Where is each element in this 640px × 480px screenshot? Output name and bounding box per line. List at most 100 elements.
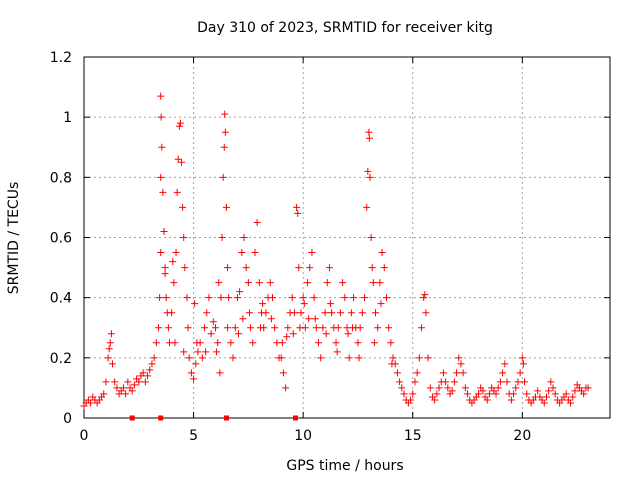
data-point xyxy=(549,384,557,392)
data-point xyxy=(247,324,255,332)
data-point xyxy=(267,315,275,323)
data-point xyxy=(194,348,202,356)
data-point xyxy=(107,330,115,338)
data-point xyxy=(111,378,119,386)
data-point xyxy=(130,381,138,389)
data-point xyxy=(190,375,198,383)
data-point xyxy=(158,143,166,151)
data-point xyxy=(181,264,189,272)
data-point xyxy=(457,360,465,368)
data-point xyxy=(400,390,408,398)
data-point xyxy=(150,354,158,362)
data-point xyxy=(124,378,132,386)
data-point xyxy=(356,324,364,332)
data-point xyxy=(100,390,108,398)
data-points xyxy=(80,92,592,410)
data-point xyxy=(464,390,472,398)
data-point xyxy=(253,218,261,226)
data-point xyxy=(540,399,548,407)
data-point xyxy=(220,143,228,151)
data-point xyxy=(364,167,372,175)
data-point xyxy=(510,390,518,398)
gap-marker xyxy=(129,415,135,421)
data-point xyxy=(496,378,504,386)
data-point xyxy=(239,315,247,323)
y-tick-label: 1.2 xyxy=(50,50,72,66)
data-point xyxy=(294,209,302,217)
data-point xyxy=(377,300,385,308)
data-point xyxy=(521,378,529,386)
data-point xyxy=(251,249,259,257)
data-point xyxy=(175,122,183,130)
data-point xyxy=(161,264,169,272)
data-point xyxy=(271,324,279,332)
data-point xyxy=(518,354,526,362)
gap-marker xyxy=(223,415,229,421)
data-point xyxy=(479,387,487,395)
data-point xyxy=(310,294,318,302)
data-point xyxy=(312,324,320,332)
data-point xyxy=(571,387,579,395)
data-point xyxy=(203,309,211,317)
data-point xyxy=(347,309,355,317)
data-point xyxy=(315,339,323,347)
data-point xyxy=(366,173,374,181)
data-point xyxy=(290,309,298,317)
data-point xyxy=(341,294,349,302)
data-point xyxy=(293,203,301,211)
data-point xyxy=(222,203,230,211)
data-point xyxy=(209,318,217,326)
data-point xyxy=(321,309,329,317)
gap-marker xyxy=(292,415,298,421)
y-tick-label: 0 xyxy=(63,411,72,427)
data-point xyxy=(542,393,550,401)
data-point xyxy=(235,330,243,338)
data-point xyxy=(317,354,325,362)
data-point xyxy=(501,360,509,368)
data-point xyxy=(160,227,168,235)
data-point xyxy=(157,92,165,100)
data-point xyxy=(259,300,267,308)
data-point xyxy=(256,324,264,332)
data-point xyxy=(191,300,199,308)
data-point xyxy=(159,188,167,196)
data-point xyxy=(322,330,330,338)
data-point xyxy=(156,294,164,302)
x-tick-label: 10 xyxy=(294,428,312,444)
data-point xyxy=(216,369,224,377)
data-point xyxy=(380,264,388,272)
y-tick-label: 0.8 xyxy=(50,170,72,186)
data-point xyxy=(87,399,95,407)
y-tick-label: 0.4 xyxy=(50,291,72,307)
data-point xyxy=(183,294,191,302)
data-point xyxy=(485,390,493,398)
data-point xyxy=(409,390,417,398)
data-point xyxy=(306,264,314,272)
data-point xyxy=(173,188,181,196)
data-point xyxy=(198,354,206,362)
data-point xyxy=(499,369,507,377)
data-point xyxy=(333,348,341,356)
data-point xyxy=(245,309,253,317)
data-point xyxy=(325,264,333,272)
data-point xyxy=(278,339,286,347)
data-point xyxy=(420,294,428,302)
data-point xyxy=(224,264,232,272)
data-point xyxy=(224,324,232,332)
data-point xyxy=(415,354,423,362)
data-point xyxy=(308,249,316,257)
data-point xyxy=(288,294,296,302)
data-point xyxy=(407,396,415,404)
data-point xyxy=(180,348,188,356)
data-point xyxy=(494,384,502,392)
data-point xyxy=(323,279,331,287)
data-point xyxy=(169,258,177,266)
data-point xyxy=(164,324,172,332)
data-point xyxy=(157,249,165,257)
data-point xyxy=(268,294,276,302)
data-point xyxy=(180,234,188,241)
data-point xyxy=(139,369,147,377)
data-point xyxy=(231,324,239,332)
data-point xyxy=(388,360,396,368)
data-point xyxy=(431,396,439,404)
